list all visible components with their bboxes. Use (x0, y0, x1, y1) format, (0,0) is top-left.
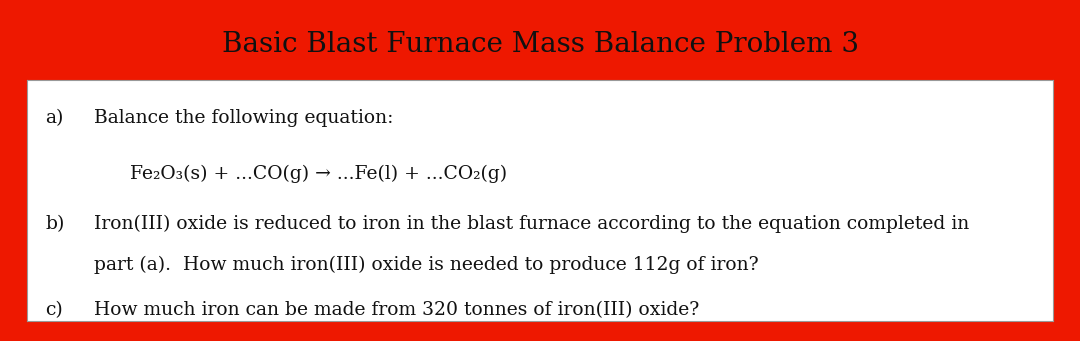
Text: Fe₂O₃(s) + ...CO(g) → ...Fe(l) + ...CO₂(g): Fe₂O₃(s) + ...CO(g) → ...Fe(l) + ...CO₂(… (130, 164, 507, 182)
Text: part (a).  How much iron(III) oxide is needed to produce 112g of iron?: part (a). How much iron(III) oxide is ne… (94, 256, 758, 274)
Text: Balance the following equation:: Balance the following equation: (94, 109, 393, 127)
Text: c): c) (45, 301, 64, 319)
Text: Iron(III) oxide is reduced to iron in the blast furnace according to the equatio: Iron(III) oxide is reduced to iron in th… (94, 215, 969, 233)
Text: Basic Blast Furnace Mass Balance Problem 3: Basic Blast Furnace Mass Balance Problem… (221, 31, 859, 58)
Text: a): a) (45, 109, 64, 127)
Text: How much iron can be made from 320 tonnes of iron(III) oxide?: How much iron can be made from 320 tonne… (94, 301, 699, 319)
Text: b): b) (45, 215, 65, 233)
